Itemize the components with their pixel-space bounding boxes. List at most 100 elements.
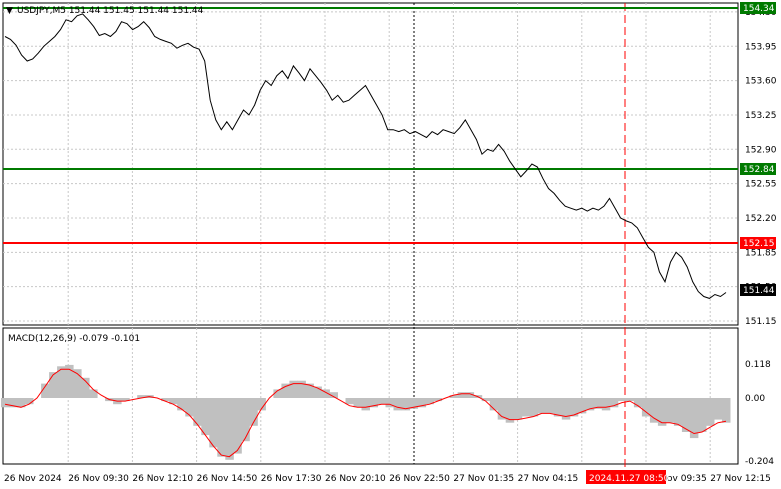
macd-hist-bar: [81, 377, 90, 398]
svg-text:152.15: 152.15: [743, 239, 775, 249]
svg-text:152.84: 152.84: [743, 165, 775, 175]
macd-hist-bar: [25, 398, 34, 405]
time-tick-label: 26 Nov 09:30: [68, 474, 129, 484]
level-label-152-84: 152.84: [740, 163, 776, 175]
macd-hist-bar: [649, 398, 659, 423]
macd-hist-bar: [569, 398, 579, 417]
macd-hist-bar: [537, 398, 547, 414]
macd-axis: 0.118 0.00 -0.204: [745, 360, 774, 467]
macd-hist-bar: [521, 398, 531, 417]
price-tick-label: 152.55: [745, 180, 777, 190]
macd-hist-bar: [513, 398, 523, 420]
macd-hist-bar: [425, 398, 435, 405]
grid-lines: [3, 3, 738, 464]
macd-hist-bar: [449, 395, 459, 398]
price-tick-label: 153.25: [745, 111, 777, 121]
macd-hist-bar: [161, 398, 170, 402]
macd-hist-bar: [257, 398, 266, 411]
macd-hist-bar: [321, 389, 330, 398]
price-line-series: [4, 13, 727, 299]
macd-hist-bar: [609, 398, 619, 408]
macd-hist-bar: [505, 398, 515, 423]
macd-hist-bar: [673, 398, 683, 426]
macd-hist-bar: [353, 398, 362, 408]
time-tick-label: 26 Nov 14:50: [197, 474, 258, 484]
macd-hist-bar: [633, 398, 643, 408]
macd-hist-bar: [57, 366, 66, 398]
macd-hist-bar: [617, 398, 627, 402]
level-label-154-34: 154.34: [740, 2, 776, 14]
macd-hist-bar: [665, 398, 675, 423]
macd-hist-bar: [377, 398, 386, 405]
crosshair-time-label: 2024.11.27 08:50: [586, 470, 670, 484]
macd-hist-bar: [241, 398, 250, 442]
macd-hist-bar: [313, 386, 322, 398]
macd-panel-frame: [2, 327, 739, 465]
macd-hist-bar: [641, 398, 651, 417]
macd-hist-bar: [177, 398, 186, 411]
macd-hist-bar: [137, 395, 146, 398]
macd-histogram: [1, 364, 731, 460]
macd-hist-bar: [385, 398, 394, 408]
price-tick-label: 151.15: [745, 317, 777, 327]
macd-tick-label: 0.118: [745, 360, 771, 370]
macd-hist-bar: [625, 398, 635, 402]
macd-hist-bar: [706, 398, 715, 426]
time-tick-label: 27 Nov 01:35: [453, 474, 514, 484]
macd-hist-bar: [457, 392, 467, 398]
macd-signal-line: [4, 368, 727, 458]
macd-label: MACD(12,26,9) -0.079 -0.101: [8, 334, 140, 344]
symbol-info-arrow[interactable]: ▼: [6, 6, 13, 16]
svg-text:151.44: 151.44: [743, 286, 775, 296]
macd-hist-bar: [417, 398, 427, 408]
macd-hist-bar: [1, 398, 10, 408]
macd-hist-bar: [41, 383, 50, 398]
macd-hist-bar: [577, 398, 587, 414]
macd-hist-bar: [393, 398, 402, 411]
svg-text:154.34: 154.34: [743, 4, 775, 14]
macd-hist-bar: [714, 398, 723, 420]
current-price-label: 151.44: [740, 284, 776, 296]
macd-hist-bar: [185, 398, 194, 417]
macd-hist-bar: [529, 398, 539, 417]
macd-hist-bar: [297, 380, 306, 398]
macd-hist-bar: [281, 383, 290, 398]
time-tick-label: 26 Nov 2024: [4, 474, 62, 484]
macd-hist-bar: [289, 380, 298, 398]
price-tick-label: 153.95: [745, 42, 777, 52]
main-panel-frame: [2, 2, 739, 326]
macd-hist-bar: [217, 398, 226, 457]
macd-hist-bar: [169, 398, 178, 405]
time-tick-label: 26 Nov 17:30: [261, 474, 322, 484]
macd-tick-label: 0.00: [745, 394, 765, 404]
time-tick-label: 27 Nov 04:15: [518, 474, 579, 484]
macd-hist-bar: [17, 398, 26, 408]
macd-hist-bar: [361, 398, 370, 411]
macd-hist-bar: [497, 398, 507, 420]
price-tick-label: 152.20: [745, 214, 777, 224]
macd-hist-bar: [193, 398, 202, 426]
macd-hist-bar: [209, 398, 218, 448]
macd-hist-bar: [249, 398, 258, 426]
macd-hist-bar: [273, 389, 282, 398]
macd-hist-bar: [329, 392, 338, 398]
macd-tick-label: -0.204: [745, 457, 774, 467]
macd-hist-bar: [233, 398, 242, 454]
macd-hist-bar: [49, 372, 58, 398]
symbol-info-text: USDJPY,M5 151.44 151.45 151.44 151.44: [17, 6, 204, 16]
macd-hist-bar: [121, 398, 130, 402]
time-tick-label: 26 Nov 12:10: [132, 474, 193, 484]
macd-hist-bar: [657, 398, 667, 426]
price-tick-label: 151.85: [745, 248, 777, 258]
macd-hist-bar: [561, 398, 571, 420]
time-tick-label: 26 Nov 20:10: [325, 474, 386, 484]
macd-hist-bar: [593, 398, 603, 409]
macd-hist-bar: [225, 398, 234, 460]
price-tick-label: 152.90: [745, 145, 777, 155]
price-tick-label: 153.60: [745, 77, 777, 87]
macd-hist-bar: [89, 389, 98, 398]
time-axis: 26 Nov 2024 26 Nov 09:30 26 Nov 12:10 26 No…: [4, 474, 771, 484]
macd-hist-bar: [409, 398, 419, 409]
macd-hist-bar: [401, 398, 411, 411]
